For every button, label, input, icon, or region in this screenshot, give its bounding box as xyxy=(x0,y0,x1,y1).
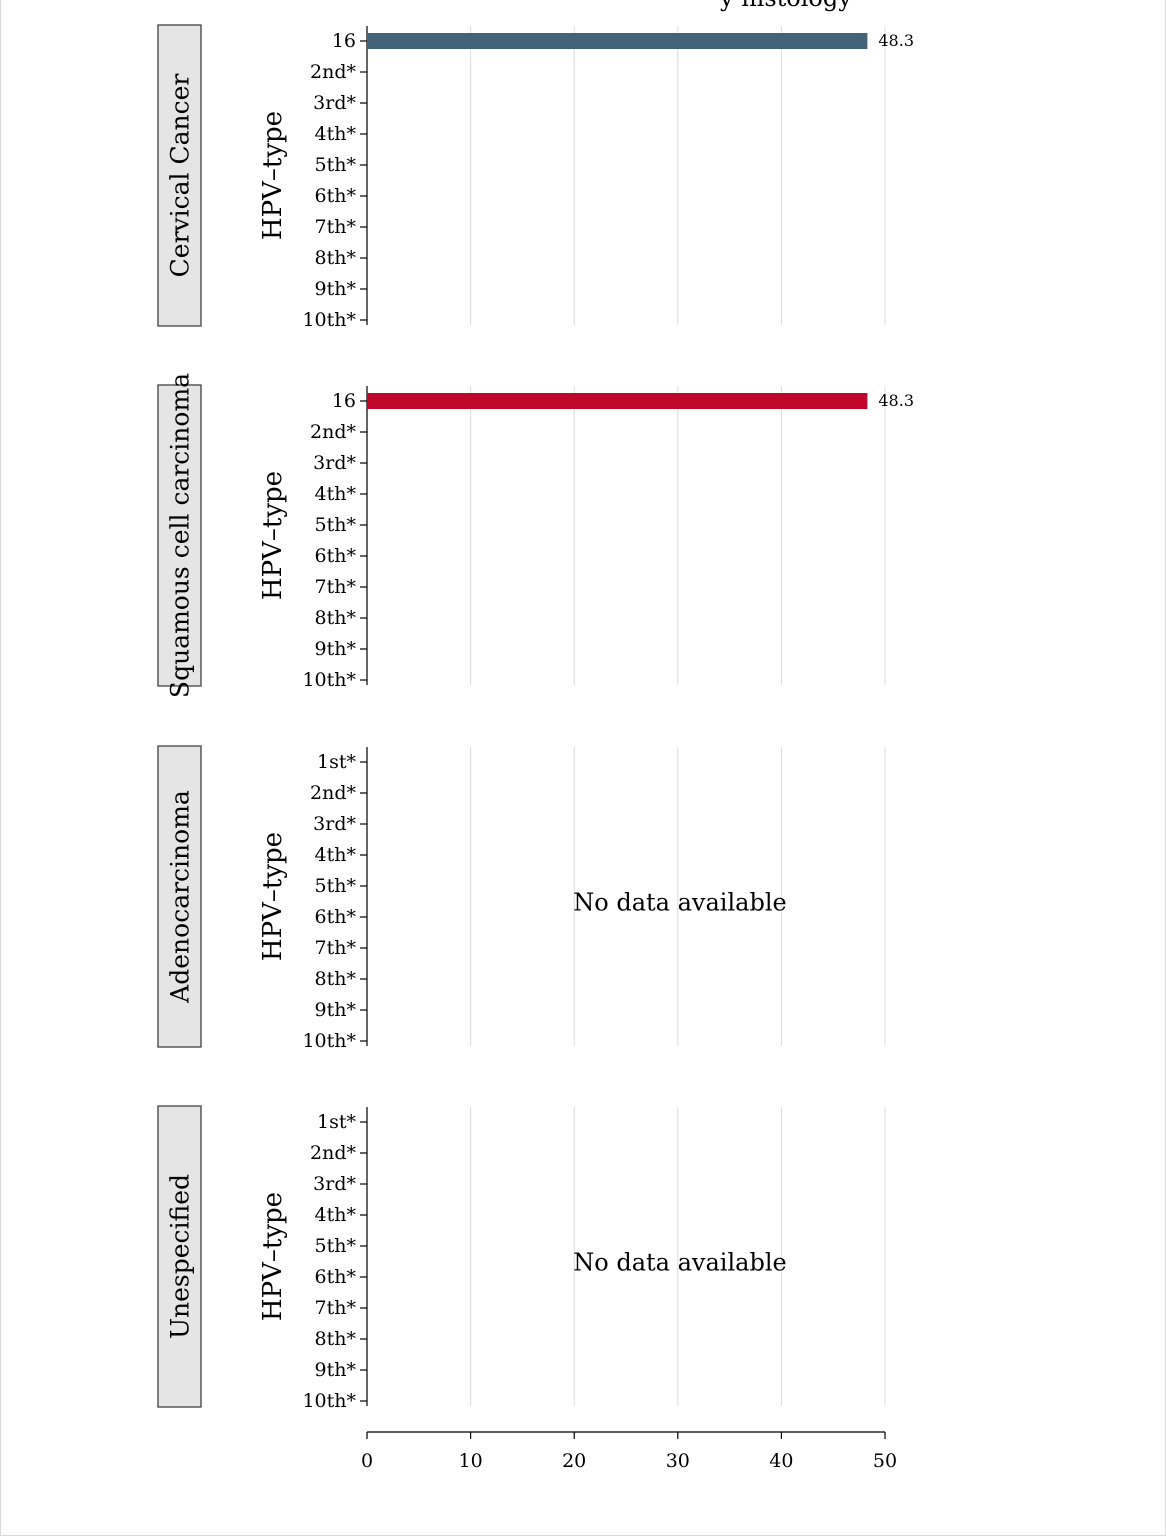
bar-value-label: 48.3 xyxy=(878,391,914,410)
y-tick-label: 6th* xyxy=(315,906,357,928)
x-tick-label: 20 xyxy=(562,1450,586,1472)
x-tick-label: 10 xyxy=(459,1450,483,1472)
y-tick-label: 9th* xyxy=(315,638,357,660)
x-tick-label: 40 xyxy=(769,1450,793,1472)
y-tick-label: 8th* xyxy=(315,247,357,269)
y-tick-label: 5th* xyxy=(315,875,357,897)
y-tick-label: 7th* xyxy=(315,1297,357,1319)
y-tick-label: 9th* xyxy=(315,278,357,300)
y-tick-label: 7th* xyxy=(315,216,357,238)
facet-strip-label: Squamous cell carcinoma xyxy=(166,373,195,698)
y-tick-label: 16 xyxy=(332,390,356,412)
y-tick-label: 10th* xyxy=(302,309,356,331)
y-tick-label: 10th* xyxy=(302,669,356,691)
facet-strip xyxy=(157,1105,202,1408)
y-tick-label: 4th* xyxy=(315,844,357,866)
no-data-message: No data available xyxy=(573,889,786,917)
y-tick-label: 5th* xyxy=(315,514,357,536)
chart-title-fragment: y histology xyxy=(720,0,852,12)
facet-strip xyxy=(157,384,202,687)
bar xyxy=(367,393,868,409)
no-data-message: No data available xyxy=(573,1249,786,1277)
y-tick-label: 7th* xyxy=(315,576,357,598)
y-tick-label: 3rd* xyxy=(313,452,356,474)
y-tick-label: 1st* xyxy=(317,751,356,773)
y-tick-label: 9th* xyxy=(315,999,357,1021)
y-axis-title: HPV–type xyxy=(258,471,288,600)
y-tick-label: 8th* xyxy=(315,1328,357,1350)
bar xyxy=(367,33,868,49)
y-tick-label: 10th* xyxy=(302,1030,356,1052)
y-tick-label: 16 xyxy=(332,30,356,52)
x-tick-label: 30 xyxy=(666,1450,690,1472)
y-tick-label: 8th* xyxy=(315,607,357,629)
y-tick-label: 8th* xyxy=(315,968,357,990)
facet-strip xyxy=(157,24,202,327)
y-tick-label: 6th* xyxy=(315,185,357,207)
y-tick-label: 2nd* xyxy=(310,782,356,804)
facet-strip-label: Unespecified xyxy=(166,1174,195,1339)
y-tick-label: 9th* xyxy=(315,1359,357,1381)
y-tick-label: 5th* xyxy=(315,1235,357,1257)
y-tick-label: 1st* xyxy=(317,1111,356,1133)
y-tick-label: 4th* xyxy=(315,1204,357,1226)
y-tick-label: 5th* xyxy=(315,154,357,176)
y-tick-label: 4th* xyxy=(315,483,357,505)
y-axis-title: HPV–type xyxy=(258,1192,288,1321)
y-tick-label: 2nd* xyxy=(310,421,356,443)
y-tick-label: 3rd* xyxy=(313,92,356,114)
y-tick-label: 3rd* xyxy=(313,813,356,835)
facet-strip-label: Cervical Cancer xyxy=(166,74,195,278)
y-tick-label: 7th* xyxy=(315,937,357,959)
x-tick-label: 50 xyxy=(873,1450,897,1472)
y-tick-label: 2nd* xyxy=(310,61,356,83)
y-axis-title: HPV–type xyxy=(258,111,288,240)
y-tick-label: 2nd* xyxy=(310,1142,356,1164)
y-tick-label: 6th* xyxy=(315,1266,357,1288)
x-tick-label: 0 xyxy=(361,1450,373,1472)
bar-value-label: 48.3 xyxy=(878,31,914,50)
y-tick-label: 4th* xyxy=(315,123,357,145)
facet-strip-label: Adenocarcinoma xyxy=(166,790,195,1004)
y-tick-label: 3rd* xyxy=(313,1173,356,1195)
y-axis-title: HPV–type xyxy=(258,832,288,961)
facet-strip xyxy=(157,745,202,1048)
y-tick-label: 10th* xyxy=(302,1390,356,1412)
y-tick-label: 6th* xyxy=(315,545,357,567)
